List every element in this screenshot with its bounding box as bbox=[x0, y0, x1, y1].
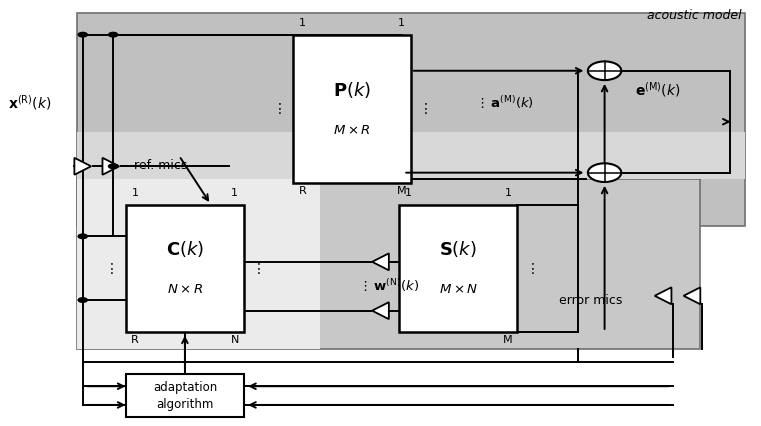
Text: $N \times R$: $N \times R$ bbox=[167, 283, 203, 296]
Text: 1: 1 bbox=[299, 18, 306, 28]
Text: algorithm: algorithm bbox=[156, 398, 214, 412]
Text: ref. mics: ref. mics bbox=[134, 159, 187, 172]
Circle shape bbox=[108, 32, 119, 37]
Text: R: R bbox=[131, 334, 139, 345]
Text: 1: 1 bbox=[398, 18, 406, 28]
Text: $\vdots\,\mathbf{a}^{(\mathrm{M})}(k)$: $\vdots\,\mathbf{a}^{(\mathrm{M})}(k)$ bbox=[476, 94, 534, 111]
Text: $\mathbf{S}(k)$: $\mathbf{S}(k)$ bbox=[439, 239, 477, 259]
FancyBboxPatch shape bbox=[77, 14, 745, 226]
Text: $\vdots$: $\vdots$ bbox=[251, 261, 261, 276]
Text: M: M bbox=[397, 186, 406, 196]
Text: 1: 1 bbox=[231, 188, 238, 198]
Text: $\mathbf{e}^{(\mathrm{M})}(k)$: $\mathbf{e}^{(\mathrm{M})}(k)$ bbox=[635, 81, 680, 99]
FancyBboxPatch shape bbox=[77, 179, 320, 349]
Circle shape bbox=[78, 233, 88, 239]
Circle shape bbox=[108, 163, 119, 169]
Text: 1: 1 bbox=[405, 188, 412, 198]
Polygon shape bbox=[372, 253, 389, 271]
Circle shape bbox=[78, 297, 88, 303]
Text: R: R bbox=[298, 186, 306, 196]
Circle shape bbox=[78, 32, 88, 37]
Text: 1: 1 bbox=[505, 188, 511, 198]
FancyBboxPatch shape bbox=[293, 35, 411, 183]
Text: acoustic model: acoustic model bbox=[647, 9, 741, 22]
Text: $\mathbf{P}(k)$: $\mathbf{P}(k)$ bbox=[333, 80, 371, 100]
Polygon shape bbox=[372, 302, 389, 319]
Polygon shape bbox=[654, 287, 671, 304]
Polygon shape bbox=[103, 158, 119, 175]
FancyBboxPatch shape bbox=[400, 204, 517, 332]
Text: $\vdots$: $\vdots$ bbox=[419, 101, 428, 116]
Text: $\mathbf{x}^{(\mathrm{R})}(k)$: $\mathbf{x}^{(\mathrm{R})}(k)$ bbox=[8, 93, 52, 112]
FancyBboxPatch shape bbox=[77, 179, 699, 349]
Text: M: M bbox=[503, 334, 513, 345]
Circle shape bbox=[588, 61, 621, 80]
Polygon shape bbox=[75, 158, 91, 175]
Text: $M \times N$: $M \times N$ bbox=[439, 283, 478, 296]
Polygon shape bbox=[683, 287, 700, 304]
FancyBboxPatch shape bbox=[126, 204, 244, 332]
Text: $\vdots\,\mathbf{w}^{(\mathrm{N})}(k)$: $\vdots\,\mathbf{w}^{(\mathrm{N})}(k)$ bbox=[358, 277, 419, 294]
Circle shape bbox=[588, 163, 621, 182]
FancyBboxPatch shape bbox=[77, 132, 745, 179]
FancyBboxPatch shape bbox=[126, 374, 244, 417]
Text: $\vdots$: $\vdots$ bbox=[272, 101, 282, 116]
Text: $M \times R$: $M \times R$ bbox=[333, 124, 371, 137]
Text: adaptation: adaptation bbox=[153, 380, 217, 394]
Text: N: N bbox=[231, 334, 239, 345]
Text: error mics: error mics bbox=[559, 294, 622, 307]
Text: $\mathbf{C}(k)$: $\mathbf{C}(k)$ bbox=[166, 239, 204, 259]
Text: 1: 1 bbox=[132, 188, 139, 198]
Text: $\vdots$: $\vdots$ bbox=[524, 261, 534, 276]
Text: $\vdots$: $\vdots$ bbox=[104, 261, 114, 276]
